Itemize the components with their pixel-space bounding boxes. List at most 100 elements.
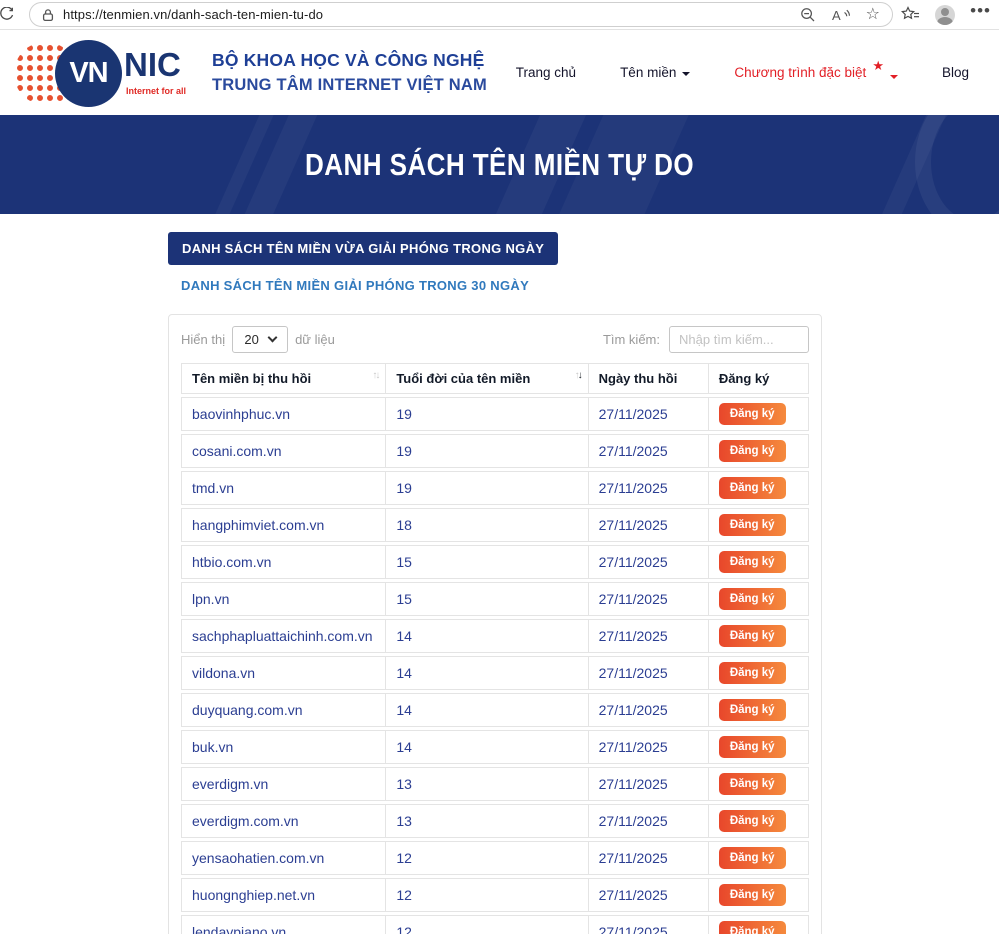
ministry-title: BỘ KHOA HỌC VÀ CÔNG NGHỆ: [212, 50, 485, 70]
table-row: yensaohatien.com.vn 12 27/11/2025 Đăng k…: [181, 841, 809, 875]
favorite-star-icon[interactable]: ☆: [865, 5, 880, 23]
age-cell: 12: [386, 841, 589, 875]
register-button[interactable]: Đăng ký: [718, 625, 786, 647]
date-cell: 27/11/2025: [588, 804, 709, 838]
site-header: VN NIC Internet for all BỘ KHOA HỌC VÀ C…: [0, 30, 999, 115]
decor-ring: [915, 115, 999, 214]
date-cell: 27/11/2025: [588, 508, 709, 542]
nav-item-domains[interactable]: Tên miền: [620, 65, 691, 80]
logo-nic-text: NIC: [124, 45, 181, 83]
register-button[interactable]: Đăng ký: [718, 847, 786, 869]
reload-icon[interactable]: [0, 4, 17, 26]
register-button[interactable]: Đăng ký: [718, 551, 786, 573]
star-icon: ★: [872, 57, 884, 73]
data-label: dữ liệu: [295, 332, 335, 347]
vnnic-logo[interactable]: VN NIC Internet for all: [14, 39, 194, 107]
date-cell: 27/11/2025: [588, 841, 709, 875]
register-button[interactable]: Đăng ký: [718, 699, 786, 721]
register-button[interactable]: Đăng ký: [718, 477, 786, 499]
column-header-register[interactable]: Đăng ký: [708, 363, 809, 394]
lock-icon[interactable]: [42, 8, 54, 22]
register-button[interactable]: Đăng ký: [718, 403, 786, 425]
logo-globe: VN: [55, 39, 122, 107]
tab-released-today[interactable]: DANH SÁCH TÊN MIỀN VỪA GIẢI PHÓNG TRONG …: [168, 232, 559, 265]
table-row: buk.vn 14 27/11/2025 Đăng ký: [181, 730, 809, 764]
nav-item-home[interactable]: Trang chủ: [515, 65, 577, 80]
register-button[interactable]: Đăng ký: [718, 440, 786, 462]
age-cell: 15: [386, 582, 589, 616]
read-aloud-icon[interactable]: A: [832, 8, 850, 22]
browser-menu-icon[interactable]: •••: [970, 1, 991, 21]
browser-chrome: https://tenmien.vn/danh-sach-ten-mien-tu…: [0, 0, 999, 30]
svg-text:A: A: [832, 8, 841, 22]
register-button[interactable]: Đăng ký: [718, 514, 786, 536]
date-cell: 27/11/2025: [588, 767, 709, 801]
register-button[interactable]: Đăng ký: [718, 736, 786, 758]
date-cell: 27/11/2025: [588, 619, 709, 653]
domain-cell: htbio.com.vn: [181, 545, 387, 579]
register-button[interactable]: Đăng ký: [718, 921, 786, 934]
age-cell: 18: [386, 508, 589, 542]
nav-item-special-program[interactable]: Chương trình đặc biệt ★: [734, 58, 898, 81]
register-button[interactable]: Đăng ký: [718, 773, 786, 795]
sort-icon-desc-active: ↑↓: [574, 370, 583, 381]
domain-cell: tmd.vn: [181, 471, 387, 505]
search-label: Tìm kiếm:: [602, 332, 660, 347]
domain-cell: lendaypiano.vn: [181, 915, 387, 934]
domain-cell: huongnghiep.net.vn: [181, 878, 387, 912]
table-row: lendaypiano.vn 12 27/11/2025 Đăng ký: [181, 915, 809, 934]
chevron-down-icon: [889, 74, 898, 79]
table-row: tmd.vn 19 27/11/2025 Đăng ký: [181, 471, 809, 505]
domain-cell: yensaohatien.com.vn: [181, 841, 387, 875]
domain-cell: buk.vn: [181, 730, 387, 764]
tabs: DANH SÁCH TÊN MIỀN VỪA GIẢI PHÓNG TRONG …: [0, 214, 999, 293]
table-controls: Hiển thị 20 dữ liệu Tìm kiếm:: [181, 326, 809, 353]
register-button[interactable]: Đăng ký: [718, 810, 786, 832]
sort-icon: ↑↓: [372, 370, 380, 381]
age-cell: 19: [386, 434, 589, 468]
url-text[interactable]: https://tenmien.vn/danh-sach-ten-mien-tu…: [63, 7, 324, 22]
column-header-age[interactable]: Tuổi đời của tên miền ↑↓: [386, 363, 589, 394]
org-titles: BỘ KHOA HỌC VÀ CÔNG NGHỆ TRUNG TÂM INTER…: [212, 50, 487, 95]
domain-table: Tên miền bị thu hồi ↑↓ Tuổi đời của tên …: [181, 360, 809, 934]
age-cell: 12: [386, 878, 589, 912]
domain-cell: lpn.vn: [181, 582, 387, 616]
domain-cell: vildona.vn: [181, 656, 387, 690]
register-button[interactable]: Đăng ký: [718, 884, 786, 906]
table-row: everdigm.com.vn 13 27/11/2025 Đăng ký: [181, 804, 809, 838]
date-cell: 27/11/2025: [588, 693, 709, 727]
tab-released-30-days[interactable]: DANH SÁCH TÊN MIỀN GIẢI PHÓNG TRONG 30 N…: [181, 278, 530, 293]
collections-star-icon[interactable]: [901, 6, 920, 23]
register-button[interactable]: Đăng ký: [718, 662, 786, 684]
age-cell: 19: [386, 397, 589, 431]
age-cell: 13: [386, 767, 589, 801]
center-title: TRUNG TÂM INTERNET VIỆT NAM: [212, 76, 487, 94]
age-cell: 13: [386, 804, 589, 838]
age-cell: 14: [386, 656, 589, 690]
table-row: huongnghiep.net.vn 12 27/11/2025 Đăng ký: [181, 878, 809, 912]
nav-item-blog[interactable]: Blog: [941, 65, 969, 80]
hero-banner: DANH SÁCH TÊN MIỀN TỰ DO: [0, 115, 999, 214]
table-row: htbio.com.vn 15 27/11/2025 Đăng ký: [181, 545, 809, 579]
search-input[interactable]: [669, 326, 809, 353]
age-cell: 19: [386, 471, 589, 505]
age-cell: 14: [386, 619, 589, 653]
date-cell: 27/11/2025: [588, 582, 709, 616]
date-cell: 27/11/2025: [588, 730, 709, 764]
age-cell: 15: [386, 545, 589, 579]
page-size-select[interactable]: 20: [232, 326, 289, 353]
register-button[interactable]: Đăng ký: [718, 588, 786, 610]
column-header-date[interactable]: Ngày thu hồi: [588, 363, 709, 394]
chevron-down-icon: [682, 71, 691, 76]
table-body: baovinhphuc.vn 19 27/11/2025 Đăng ký cos…: [181, 397, 809, 934]
domain-cell: duyquang.com.vn: [181, 693, 387, 727]
zoom-out-icon[interactable]: [800, 7, 816, 23]
domain-cell: hangphimviet.com.vn: [181, 508, 387, 542]
domain-table-card: Hiển thị 20 dữ liệu Tìm kiếm: Tên miền b…: [168, 314, 822, 934]
url-bar[interactable]: https://tenmien.vn/danh-sach-ten-mien-tu…: [29, 2, 893, 27]
table-header-row: Tên miền bị thu hồi ↑↓ Tuổi đời của tên …: [181, 363, 809, 394]
column-header-domain[interactable]: Tên miền bị thu hồi ↑↓: [181, 363, 387, 394]
domain-cell: everdigm.vn: [181, 767, 387, 801]
table-row: lpn.vn 15 27/11/2025 Đăng ký: [181, 582, 809, 616]
profile-avatar[interactable]: [935, 4, 956, 25]
